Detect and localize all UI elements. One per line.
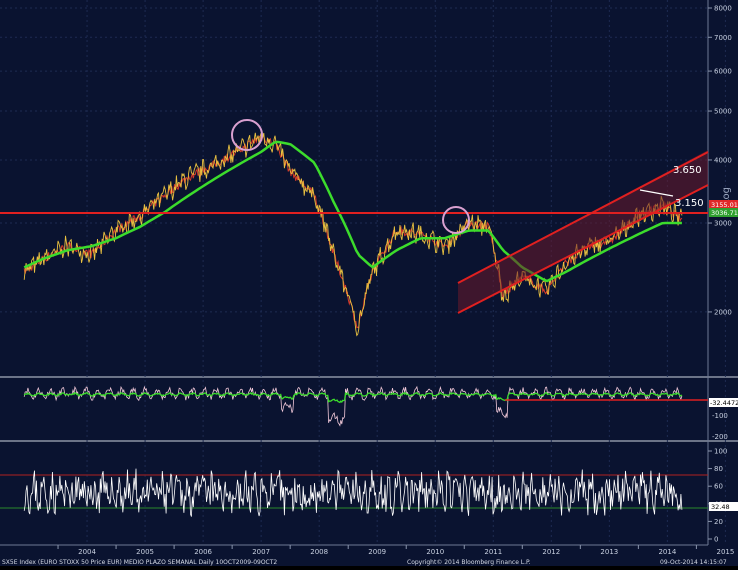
moving-average-line [23, 140, 682, 283]
y-tick-label: 2000 [714, 308, 732, 316]
y-tick-label: 3000 [714, 220, 732, 228]
rsi-line [23, 468, 683, 517]
rsi-tick-label: 20 [714, 518, 723, 526]
x-tick-label: 2005 [136, 548, 154, 556]
last-value-green: 3036.71 [711, 209, 738, 217]
osc-tick-neg200: -200 [712, 433, 728, 441]
y-axis-rsi: 020406080100 [708, 448, 727, 544]
x-tick-label: 2006 [194, 548, 212, 556]
x-tick-label: 2004 [78, 548, 96, 556]
rsi-last-value: 32.48 [711, 503, 730, 511]
x-axis-labels: 2004 2005 2006 2007 2008 2009 2010 2011 2012 2013… [57, 545, 734, 556]
gridlines [0, 0, 726, 545]
rsi-last-box [709, 502, 738, 511]
osc-last-value: -32.4472 [710, 399, 738, 407]
y-tick-label: 6000 [714, 68, 732, 76]
x-tick-label: 2010 [426, 548, 444, 556]
y-tick-label: 4000 [714, 156, 732, 164]
y-tick-label: 8000 [714, 5, 732, 13]
footer-right: 09-Oct-2014 14:15:07 [660, 559, 727, 566]
osc-tick-neg100: -100 [712, 412, 728, 420]
highlight-circle-2007 [231, 119, 263, 151]
x-tick-label: 2012 [542, 548, 560, 556]
log-label: Log [721, 187, 732, 205]
footer-center: Copyright© 2014 Bloomberg Finance L.P. [407, 559, 531, 566]
footer-left: SX5E Index (EURO STOXX 50 Price EUR) MED… [2, 559, 277, 566]
x-tick-label: 2007 [252, 548, 270, 556]
rsi-series [23, 468, 683, 517]
y-tick-label: 5000 [714, 108, 732, 116]
top-white-line [639, 189, 674, 197]
highlight-circle-2011 [442, 206, 470, 234]
rsi-tick-label: 80 [714, 465, 723, 473]
x-tick-label: 2009 [368, 548, 386, 556]
x-tick-label: 2011 [484, 548, 502, 556]
oscillator-signal-line [23, 391, 683, 404]
rsi-tick-label: 100 [714, 448, 727, 456]
oscillator-series [23, 385, 683, 427]
price-series-group [23, 132, 683, 337]
osc-last-box [709, 398, 738, 407]
price-series-line [23, 132, 683, 337]
x-tick-label: 2013 [600, 548, 618, 556]
annotation-3650: 3.650 [673, 165, 702, 176]
x-tick-label: 2008 [310, 548, 328, 556]
last-value-red-box [709, 200, 738, 209]
rsi-tick-label: 60 [714, 483, 723, 491]
oscillator-panel [0, 380, 708, 437]
x-tick-label: 2014 [658, 548, 676, 556]
last-value-red: 3155.01 [711, 201, 738, 209]
channel-lower-line [457, 184, 709, 314]
rsi-tick-label: 0 [714, 536, 718, 544]
footer-bar [0, 556, 738, 566]
annotation-3150: 3.150 [675, 198, 704, 209]
x-tick-label: 2015 [716, 548, 734, 556]
last-value-green-box [709, 208, 738, 217]
channel-upper-line [457, 151, 709, 284]
y-tick-label: 7000 [714, 34, 732, 42]
y-axis-main: 2000 3000 4000 5000 6000 7000 8000 [708, 5, 732, 316]
